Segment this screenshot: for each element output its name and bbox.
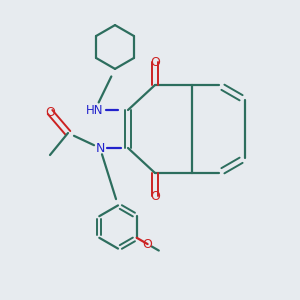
Text: HN: HN	[86, 103, 104, 116]
Text: O: O	[45, 106, 55, 118]
Text: N: N	[95, 142, 105, 154]
Text: O: O	[150, 56, 160, 68]
Text: O: O	[150, 190, 160, 202]
Text: O: O	[143, 238, 153, 250]
